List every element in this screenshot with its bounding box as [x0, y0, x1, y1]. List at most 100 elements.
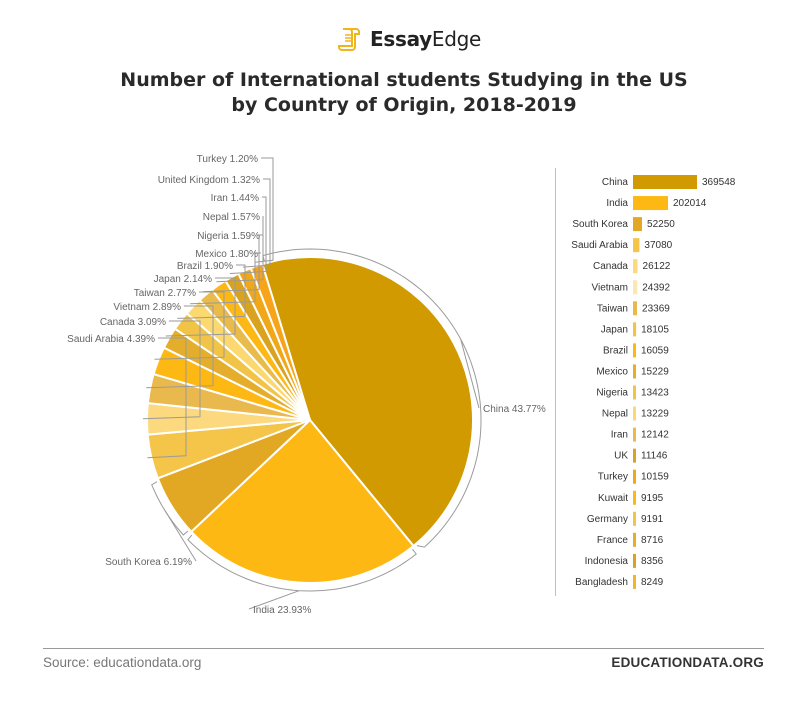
brand-text: EDUCATIONDATA.ORG — [611, 655, 764, 670]
bar — [633, 364, 636, 379]
bar-value-label: 52250 — [647, 219, 675, 230]
bar — [633, 532, 636, 547]
bar — [633, 490, 636, 505]
leader-line — [242, 178, 271, 268]
leader-line — [203, 234, 263, 293]
pie-label: India 23.93% — [253, 605, 311, 616]
bar-category-label: India — [606, 198, 628, 209]
pie-label: Nepal 1.57% — [203, 212, 260, 223]
bar-value-label: 9191 — [641, 514, 664, 525]
leader-line — [164, 510, 197, 562]
bar — [633, 196, 668, 211]
logo-wordmark: EssayEdge — [370, 27, 482, 51]
pie-label: Taiwan 2.77% — [134, 288, 196, 299]
pie-label: Japan 2.14% — [154, 274, 212, 285]
leader-line — [147, 337, 187, 459]
bar-value-label: 8249 — [641, 577, 664, 588]
leader-line — [255, 157, 274, 263]
bar-category-label: Germany — [587, 514, 628, 525]
bar-category-label: South Korea — [572, 219, 628, 230]
pie-slice-india — [189, 418, 415, 584]
chart-title: Number of International students Studyin… — [0, 68, 808, 118]
bar-value-label: 18105 — [641, 324, 669, 335]
bar — [633, 511, 636, 526]
bar-category-label: Nigeria — [596, 388, 628, 399]
bar-category-label: Turkey — [598, 472, 628, 483]
bar-value-label: 369548 — [702, 177, 736, 188]
pie-label: South Korea 6.19% — [105, 557, 192, 568]
bar-value-label: 202014 — [673, 198, 707, 209]
pie-label: Turkey 1.20% — [197, 154, 258, 165]
bar-category-label: Japan — [601, 324, 628, 335]
bar-value-label: 9195 — [641, 493, 664, 504]
bar — [633, 574, 636, 589]
pie-chart: China 43.77% India 23.93% South Korea 6.19… — [67, 154, 546, 616]
bar-value-label: 23369 — [642, 303, 670, 314]
source-text: Source: educationdata.org — [43, 655, 202, 670]
bar — [633, 406, 636, 421]
bar — [633, 301, 637, 316]
leader-line — [142, 320, 201, 420]
slice-bracket — [187, 534, 417, 592]
pie-label: Canada 3.09% — [100, 317, 166, 328]
bar-category-label: Vietnam — [591, 282, 628, 293]
bar — [633, 175, 697, 189]
bar — [633, 259, 638, 274]
bar-category-label: Saudi Arabia — [571, 240, 628, 251]
bar-category-label: Iran — [611, 430, 628, 441]
bar — [633, 238, 640, 253]
pie-label: Vietnam 2.89% — [113, 302, 181, 313]
pie-label: Saudi Arabia 4.39% — [67, 334, 155, 345]
bar-value-label: 8716 — [641, 535, 664, 546]
bar-category-label: Indonesia — [585, 556, 629, 567]
pie-label: Mexico 1.80% — [195, 249, 258, 260]
title-line-2: by Country of Origin, 2018-2019 — [231, 94, 577, 116]
pie-label: United Kingdom 1.32% — [158, 175, 260, 186]
leader-line — [248, 590, 300, 610]
bar-category-label: Mexico — [596, 366, 628, 377]
bar-value-label: 26122 — [643, 261, 671, 272]
leader-line — [177, 264, 246, 319]
bar-value-label: 11146 — [641, 451, 668, 462]
bar-value-label: 15229 — [641, 366, 669, 377]
bar-category-label: UK — [614, 451, 628, 462]
bar-category-label: Brazil — [603, 345, 628, 356]
pie-label: Brazil 1.90% — [177, 261, 233, 272]
essayedge-logo: EssayEdge — [338, 24, 481, 54]
bar — [633, 322, 637, 337]
chart-divider — [555, 168, 556, 596]
pie-slice-china — [261, 256, 474, 548]
bar-value-label: 12142 — [641, 430, 669, 441]
bar — [633, 427, 636, 442]
bar-value-label: 16059 — [641, 345, 669, 356]
bar-value-label: 13229 — [641, 409, 669, 420]
footer-divider — [43, 648, 764, 649]
pie-label: China 43.77% — [483, 404, 546, 415]
bar-value-label: 8356 — [641, 556, 664, 567]
leader-line — [229, 196, 267, 274]
bar-value-label: 37080 — [644, 240, 672, 251]
bar-value-label: 24392 — [642, 282, 670, 293]
bar-value-label: 13423 — [641, 388, 669, 399]
pie-label: Iran 1.44% — [211, 193, 259, 204]
bar-category-label: China — [602, 177, 629, 188]
scroll-icon — [338, 28, 360, 51]
bar — [633, 553, 636, 568]
bar — [633, 217, 642, 232]
bar — [633, 280, 638, 295]
slice-bracket — [262, 248, 482, 548]
bar-chart: China 369548 India 202014 South Korea 52250 Sa… — [571, 175, 736, 589]
bar-category-label: France — [597, 535, 629, 546]
leader-line — [216, 216, 264, 283]
leader-line — [154, 291, 225, 360]
leader-line — [146, 305, 214, 389]
bar — [633, 448, 636, 463]
bar-category-label: Bangladesh — [575, 577, 628, 588]
bar-category-label: Taiwan — [597, 303, 628, 314]
leader-line — [190, 252, 261, 305]
bar — [633, 343, 636, 358]
title-line-1: Number of International students Studyin… — [120, 69, 688, 91]
bar-category-label: Nepal — [602, 409, 628, 420]
bar — [633, 469, 636, 484]
pie-label: Nigeria 1.59% — [197, 231, 260, 242]
